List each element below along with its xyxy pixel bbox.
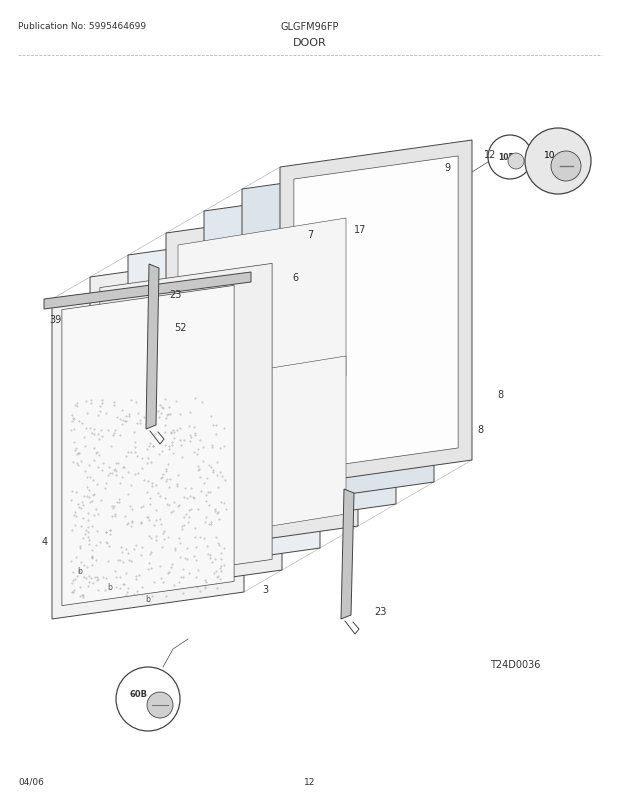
Polygon shape [44,273,251,310]
Circle shape [525,129,591,195]
Polygon shape [294,156,458,472]
Text: eReplacementParts.com: eReplacementParts.com [242,424,378,435]
Text: 7: 7 [307,229,313,240]
Polygon shape [341,489,354,619]
Polygon shape [62,286,234,606]
Circle shape [508,154,524,170]
Text: 4: 4 [42,537,48,546]
Text: 17: 17 [354,225,366,235]
Text: 60B: 60B [129,690,147,699]
Text: T24D0036: T24D0036 [490,659,541,669]
Polygon shape [166,207,358,553]
Polygon shape [178,357,346,541]
Polygon shape [280,141,472,488]
Polygon shape [204,184,396,532]
Polygon shape [90,251,282,597]
Text: 6: 6 [292,273,298,282]
Text: GLGFM96FP: GLGFM96FP [281,22,339,32]
Text: 8: 8 [477,424,483,435]
Text: b: b [107,583,112,592]
Circle shape [147,692,173,718]
Text: DOOR: DOOR [293,38,327,48]
Text: 10: 10 [544,152,556,160]
Text: Publication No: 5995464699: Publication No: 5995464699 [18,22,146,31]
Text: 12: 12 [304,777,316,786]
Text: b: b [146,595,151,604]
Text: 52: 52 [174,322,186,333]
Polygon shape [100,264,272,584]
Text: 3: 3 [262,585,268,594]
Polygon shape [178,219,346,403]
Text: 12: 12 [484,150,496,160]
Circle shape [488,136,532,180]
Polygon shape [128,229,320,575]
Circle shape [551,152,581,182]
Text: 39: 39 [49,314,61,325]
Polygon shape [52,273,244,619]
Circle shape [116,667,180,731]
Polygon shape [242,163,434,509]
Text: 04/06: 04/06 [18,777,44,786]
Text: 23: 23 [374,606,386,616]
Text: b: b [78,567,82,576]
Text: 9: 9 [444,163,450,172]
Polygon shape [146,265,159,429]
Text: 23: 23 [169,290,181,300]
Text: 8: 8 [497,390,503,399]
Text: 10B: 10B [498,153,514,162]
